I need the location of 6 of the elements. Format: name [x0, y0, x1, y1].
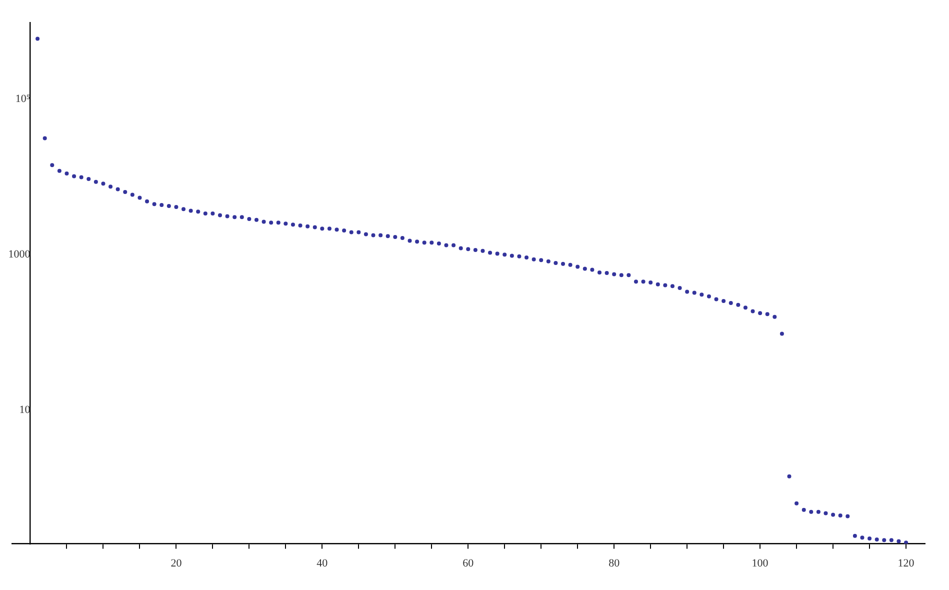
x-tick-label: 100 [752, 557, 769, 570]
x-tick-label: 40 [316, 557, 328, 570]
x-tick-label: 80 [608, 557, 620, 570]
x-tick-label: 120 [898, 557, 915, 570]
x-tick-label: 20 [170, 557, 182, 570]
x-tick-label: 60 [462, 557, 474, 570]
